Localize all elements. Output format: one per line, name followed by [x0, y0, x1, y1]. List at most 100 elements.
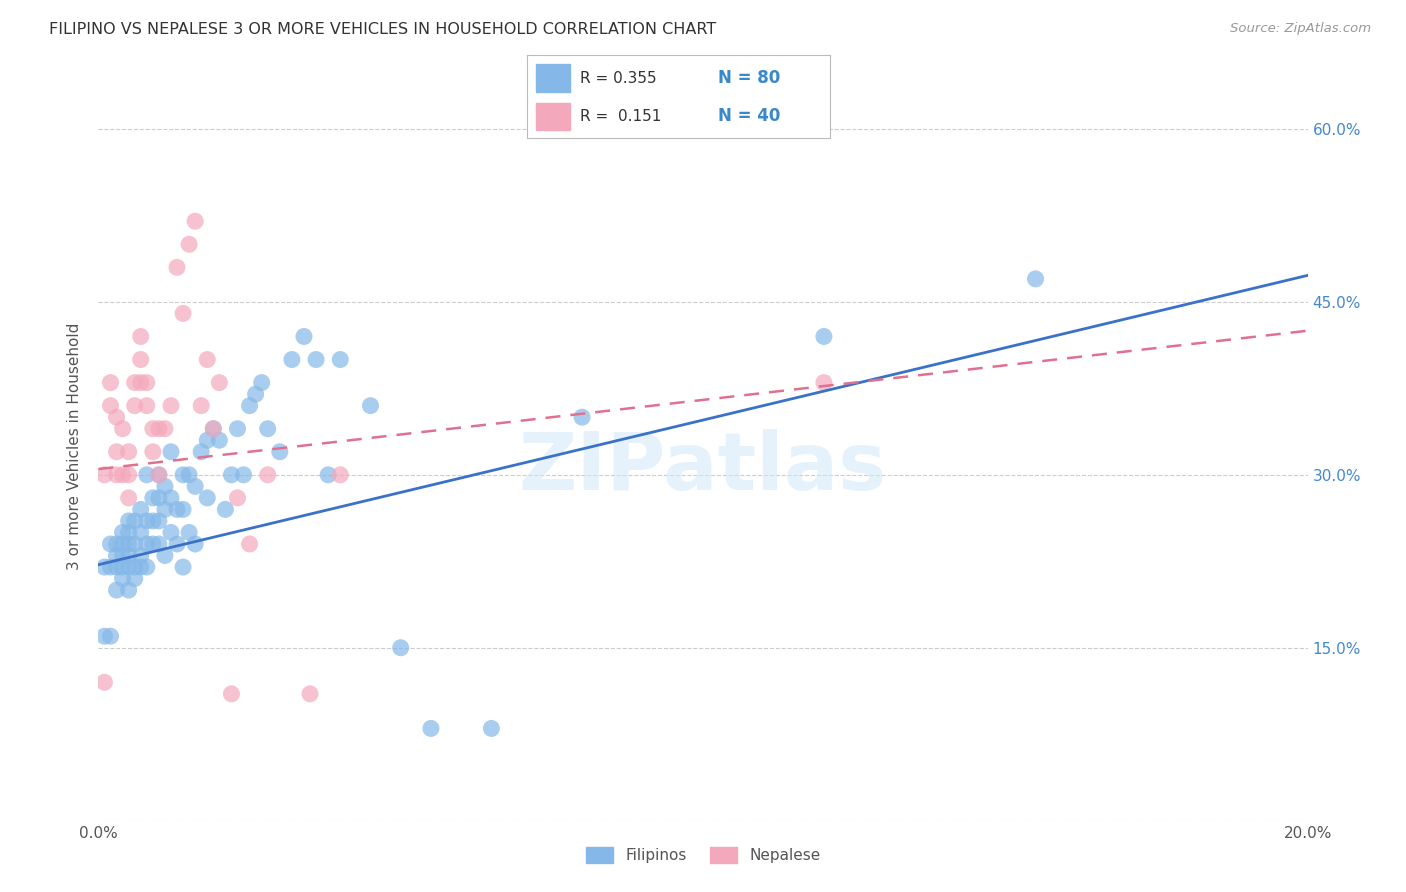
Point: [202, 422, 225, 436]
Point: [208, 376, 231, 390]
Point: [184, 537, 207, 551]
Point: [1024, 272, 1046, 286]
Point: [118, 491, 141, 505]
Point: [172, 502, 194, 516]
Point: [221, 467, 243, 482]
Point: [160, 525, 183, 540]
Point: [166, 502, 188, 516]
Point: [148, 467, 170, 482]
Point: [135, 399, 157, 413]
Point: [124, 399, 146, 413]
Text: R = 0.355: R = 0.355: [581, 70, 657, 86]
Point: [172, 467, 194, 482]
Point: [111, 537, 134, 551]
Point: [118, 444, 141, 458]
Point: [202, 422, 225, 436]
Point: [305, 352, 328, 367]
Point: [129, 525, 152, 540]
Text: N = 80: N = 80: [717, 69, 780, 87]
Point: [105, 537, 128, 551]
Point: [93, 467, 115, 482]
Point: [135, 376, 157, 390]
Point: [118, 549, 141, 563]
Point: [195, 434, 218, 448]
Point: [105, 549, 128, 563]
Point: [111, 467, 134, 482]
Point: [160, 399, 183, 413]
Point: [100, 399, 122, 413]
Point: [208, 434, 231, 448]
Point: [124, 537, 146, 551]
Point: [179, 525, 201, 540]
Point: [250, 376, 273, 390]
Point: [135, 560, 157, 574]
Point: [179, 467, 201, 482]
Point: [329, 467, 352, 482]
Point: [129, 329, 152, 343]
Point: [100, 537, 122, 551]
Point: [195, 352, 218, 367]
Point: [142, 444, 165, 458]
Point: [481, 722, 503, 736]
Point: [111, 560, 134, 574]
Point: [93, 675, 115, 690]
Point: [179, 237, 201, 252]
Point: [148, 491, 170, 505]
Point: [135, 514, 157, 528]
Point: [111, 549, 134, 563]
Point: [142, 537, 165, 551]
Point: [100, 376, 122, 390]
Point: [105, 467, 128, 482]
Point: [389, 640, 412, 655]
Point: [118, 467, 141, 482]
Point: [148, 467, 170, 482]
Point: [135, 467, 157, 482]
Point: [100, 629, 122, 643]
Point: [129, 502, 152, 516]
Point: [239, 537, 262, 551]
Point: [813, 376, 835, 390]
Point: [105, 444, 128, 458]
Text: R =  0.151: R = 0.151: [581, 109, 662, 124]
Point: [232, 467, 254, 482]
Y-axis label: 3 or more Vehicles in Household: 3 or more Vehicles in Household: [67, 322, 83, 570]
Point: [256, 422, 278, 436]
Point: [142, 422, 165, 436]
Bar: [536, 64, 569, 92]
Point: [148, 422, 170, 436]
Point: [292, 329, 315, 343]
Point: [190, 444, 212, 458]
Point: [148, 537, 170, 551]
Text: N = 40: N = 40: [717, 107, 780, 125]
Point: [129, 549, 152, 563]
Point: [195, 491, 218, 505]
Point: [256, 467, 278, 482]
Text: Source: ZipAtlas.com: Source: ZipAtlas.com: [1230, 22, 1371, 36]
Point: [184, 214, 207, 228]
Point: [299, 687, 322, 701]
Point: [111, 422, 134, 436]
Point: [226, 491, 249, 505]
Point: [172, 306, 194, 320]
Point: [142, 491, 165, 505]
Point: [124, 514, 146, 528]
Point: [111, 572, 134, 586]
Point: [166, 260, 188, 275]
Point: [135, 537, 157, 551]
Point: [214, 502, 236, 516]
Point: [172, 560, 194, 574]
Point: [281, 352, 304, 367]
Point: [105, 560, 128, 574]
Point: [93, 560, 115, 574]
Point: [124, 572, 146, 586]
Point: [184, 479, 207, 493]
Point: [360, 399, 382, 413]
Point: [111, 525, 134, 540]
Point: [129, 376, 152, 390]
Point: [118, 560, 141, 574]
Point: [269, 444, 291, 458]
Point: [148, 514, 170, 528]
Point: [118, 583, 141, 598]
Legend: Filipinos, Nepalese: Filipinos, Nepalese: [579, 841, 827, 869]
Point: [153, 502, 176, 516]
